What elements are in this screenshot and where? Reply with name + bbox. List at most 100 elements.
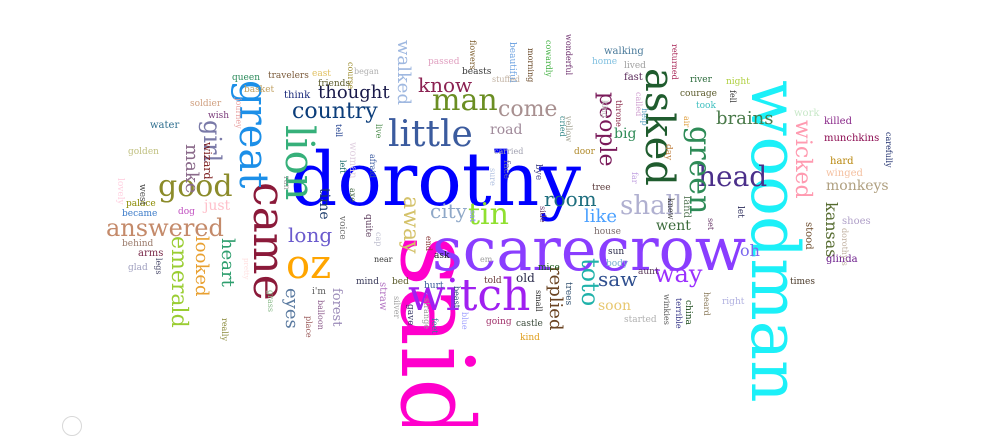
word: started bbox=[624, 315, 657, 325]
word: little bbox=[388, 114, 473, 155]
word: bye bbox=[533, 164, 543, 180]
word: know bbox=[418, 73, 472, 97]
word: monkeys bbox=[826, 178, 889, 194]
word: became bbox=[122, 209, 157, 219]
word: answered bbox=[106, 214, 224, 242]
word: killed bbox=[824, 116, 853, 127]
word: glad bbox=[128, 263, 148, 273]
word: long bbox=[288, 223, 332, 247]
word: city bbox=[430, 199, 468, 223]
word: ran bbox=[282, 176, 291, 190]
word: blue bbox=[460, 312, 469, 330]
word: girl bbox=[198, 120, 226, 162]
word: emerald bbox=[166, 236, 191, 328]
word: people bbox=[594, 92, 619, 167]
word: saw bbox=[598, 267, 637, 291]
word: home bbox=[592, 57, 617, 67]
word: strange bbox=[422, 298, 431, 329]
word: let bbox=[735, 206, 745, 218]
word: brains bbox=[716, 108, 773, 129]
word: pretty bbox=[242, 258, 250, 280]
word: face bbox=[501, 160, 511, 179]
word: asked bbox=[636, 68, 682, 186]
word: called bbox=[634, 92, 643, 116]
word: soon bbox=[598, 298, 631, 314]
word: china bbox=[683, 300, 693, 326]
word: travelers bbox=[268, 71, 309, 81]
word: returned bbox=[670, 44, 679, 80]
word: behind bbox=[122, 239, 154, 249]
word: fast bbox=[624, 72, 643, 83]
word: hard bbox=[830, 156, 854, 167]
word: right bbox=[722, 297, 745, 307]
word: replied bbox=[545, 266, 566, 330]
word: left bbox=[338, 160, 347, 174]
word: witch bbox=[408, 270, 530, 321]
word: mind bbox=[356, 277, 379, 287]
word: munchkins bbox=[824, 133, 879, 144]
word: afraid bbox=[368, 154, 377, 178]
word: took bbox=[696, 101, 716, 111]
word: house bbox=[594, 227, 621, 237]
word: lived bbox=[624, 61, 646, 71]
word: west bbox=[137, 184, 147, 206]
word: forest bbox=[329, 288, 344, 327]
word: shall bbox=[620, 191, 682, 221]
word: carefully bbox=[884, 132, 893, 168]
word: just bbox=[202, 198, 231, 214]
word: help bbox=[640, 108, 649, 126]
word: glinda bbox=[826, 254, 858, 265]
word: day bbox=[663, 144, 673, 161]
word: big bbox=[614, 126, 636, 142]
word: wish bbox=[208, 111, 229, 121]
word: grass bbox=[266, 290, 275, 312]
word: ask bbox=[434, 251, 450, 261]
word: cap bbox=[374, 232, 383, 246]
word: bed bbox=[392, 277, 409, 287]
word: journey bbox=[234, 97, 243, 129]
word: quite bbox=[363, 214, 373, 237]
word: beast bbox=[452, 286, 461, 309]
word: soldier bbox=[190, 99, 222, 109]
word: courage bbox=[680, 89, 717, 99]
word: oz bbox=[286, 242, 331, 288]
word: near bbox=[374, 255, 393, 264]
word: great bbox=[230, 80, 276, 188]
word: man bbox=[432, 83, 498, 118]
word: tree bbox=[592, 183, 611, 193]
word: thought bbox=[318, 82, 390, 103]
word: lion bbox=[276, 125, 322, 200]
word: set bbox=[706, 218, 715, 231]
word: aunt bbox=[638, 267, 659, 277]
word: times bbox=[790, 277, 815, 287]
word: body bbox=[606, 259, 629, 269]
word: arms bbox=[138, 248, 163, 259]
word: end bbox=[424, 236, 433, 251]
word: queen bbox=[232, 73, 260, 83]
word: legs bbox=[154, 258, 163, 275]
word: river bbox=[690, 75, 713, 85]
word: night bbox=[726, 77, 750, 87]
word: palace bbox=[126, 199, 156, 209]
word: time bbox=[316, 188, 332, 220]
word: away bbox=[398, 196, 423, 254]
word: small bbox=[534, 290, 543, 312]
word: stood bbox=[803, 222, 814, 250]
word: morning bbox=[526, 48, 535, 82]
word: head bbox=[698, 160, 767, 193]
word: course bbox=[346, 62, 355, 89]
word: east bbox=[312, 69, 331, 79]
word: land bbox=[681, 196, 692, 219]
word: went bbox=[656, 218, 691, 234]
word: terrible bbox=[674, 298, 683, 329]
word: air bbox=[682, 116, 691, 127]
word: i'm bbox=[312, 287, 326, 297]
word: flowers bbox=[468, 40, 477, 70]
word: heart bbox=[217, 238, 238, 288]
word-cloud: said dorothy scarecrow woodman witch cam… bbox=[106, 34, 893, 426]
word: mice bbox=[538, 263, 560, 273]
word: hurt bbox=[424, 281, 444, 291]
word: feet bbox=[430, 318, 439, 334]
word: voice bbox=[337, 215, 347, 240]
word: balloon bbox=[316, 300, 325, 330]
